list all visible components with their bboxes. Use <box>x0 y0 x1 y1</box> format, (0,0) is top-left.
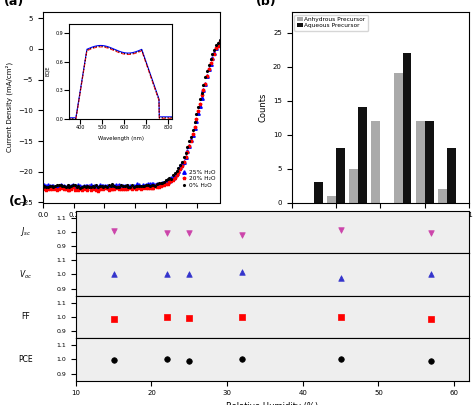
20% H₂O <box>204 74 210 79</box>
Text: (b): (b) <box>256 0 277 8</box>
Point <box>428 358 435 364</box>
0% H₂O <box>133 184 138 189</box>
Point <box>163 230 171 237</box>
Line: 25% H₂O: 25% H₂O <box>41 39 221 190</box>
Bar <box>358 107 367 202</box>
Y-axis label: Current Density (mA/cm²): Current Density (mA/cm²) <box>5 62 12 152</box>
Line: 20% H₂O: 20% H₂O <box>41 40 221 193</box>
X-axis label: Relative Humidity (%): Relative Humidity (%) <box>227 402 319 405</box>
Point <box>428 229 435 236</box>
20% H₂O <box>133 186 138 191</box>
Bar <box>394 73 402 202</box>
Point <box>238 313 246 320</box>
X-axis label: Power Conversion Efficiency (%): Power Conversion Efficiency (%) <box>319 224 442 233</box>
25% H₂O <box>204 74 210 79</box>
Bar <box>438 189 447 202</box>
0% H₂O <box>217 37 222 42</box>
25% H₂O <box>81 184 87 189</box>
25% H₂O <box>210 56 215 61</box>
Bar <box>402 53 411 202</box>
Point <box>110 271 118 277</box>
Y-axis label: $J_{sc}$: $J_{sc}$ <box>20 225 31 239</box>
Point <box>185 229 193 236</box>
25% H₂O <box>147 182 153 187</box>
X-axis label: Voltage (V): Voltage (V) <box>108 224 155 233</box>
0% H₂O <box>82 184 88 189</box>
Point <box>185 358 193 364</box>
0% H₂O <box>74 185 80 190</box>
Text: (a): (a) <box>3 0 24 8</box>
Point <box>163 356 171 363</box>
Text: (c): (c) <box>9 196 28 209</box>
Y-axis label: FF: FF <box>21 312 30 322</box>
Bar <box>327 196 336 202</box>
Point <box>337 356 345 363</box>
Y-axis label: $V_{oc}$: $V_{oc}$ <box>19 268 32 281</box>
Bar <box>447 148 456 202</box>
Line: 0% H₂O: 0% H₂O <box>41 38 221 190</box>
Point <box>238 232 246 239</box>
Bar <box>372 121 380 202</box>
Bar <box>349 168 358 202</box>
25% H₂O <box>74 184 80 189</box>
Y-axis label: PCE: PCE <box>18 355 33 364</box>
Point <box>110 316 118 322</box>
Point <box>185 271 193 277</box>
Point <box>163 313 171 320</box>
Point <box>337 313 345 320</box>
20% H₂O <box>210 56 215 61</box>
Point <box>428 316 435 322</box>
0% H₂O <box>40 185 46 190</box>
20% H₂O <box>40 186 46 191</box>
20% H₂O <box>217 39 222 44</box>
25% H₂O <box>217 39 222 44</box>
Point <box>238 268 246 275</box>
Point <box>238 356 246 363</box>
Bar <box>416 121 425 202</box>
Point <box>163 271 171 278</box>
0% H₂O <box>147 184 153 189</box>
Bar <box>336 148 345 202</box>
Point <box>110 357 118 363</box>
20% H₂O <box>81 187 87 192</box>
Point <box>428 271 435 277</box>
20% H₂O <box>95 189 101 194</box>
Y-axis label: Counts: Counts <box>258 93 267 122</box>
Point <box>185 315 193 322</box>
0% H₂O <box>77 185 83 190</box>
Point <box>110 228 118 234</box>
Point <box>337 275 345 281</box>
Legend: Anhydrous Precursor, Aqueous Precursor: Anhydrous Precursor, Aqueous Precursor <box>294 15 368 31</box>
25% H₂O <box>106 185 111 190</box>
Point <box>337 227 345 234</box>
20% H₂O <box>147 185 153 190</box>
0% H₂O <box>204 69 210 74</box>
Bar <box>314 182 323 202</box>
Bar <box>425 121 434 202</box>
25% H₂O <box>133 183 138 188</box>
25% H₂O <box>40 183 46 188</box>
Legend: 25% H₂O, 20% H₂O, 0% H₂O: 25% H₂O, 20% H₂O, 0% H₂O <box>179 168 218 190</box>
20% H₂O <box>74 187 80 192</box>
0% H₂O <box>210 52 215 57</box>
